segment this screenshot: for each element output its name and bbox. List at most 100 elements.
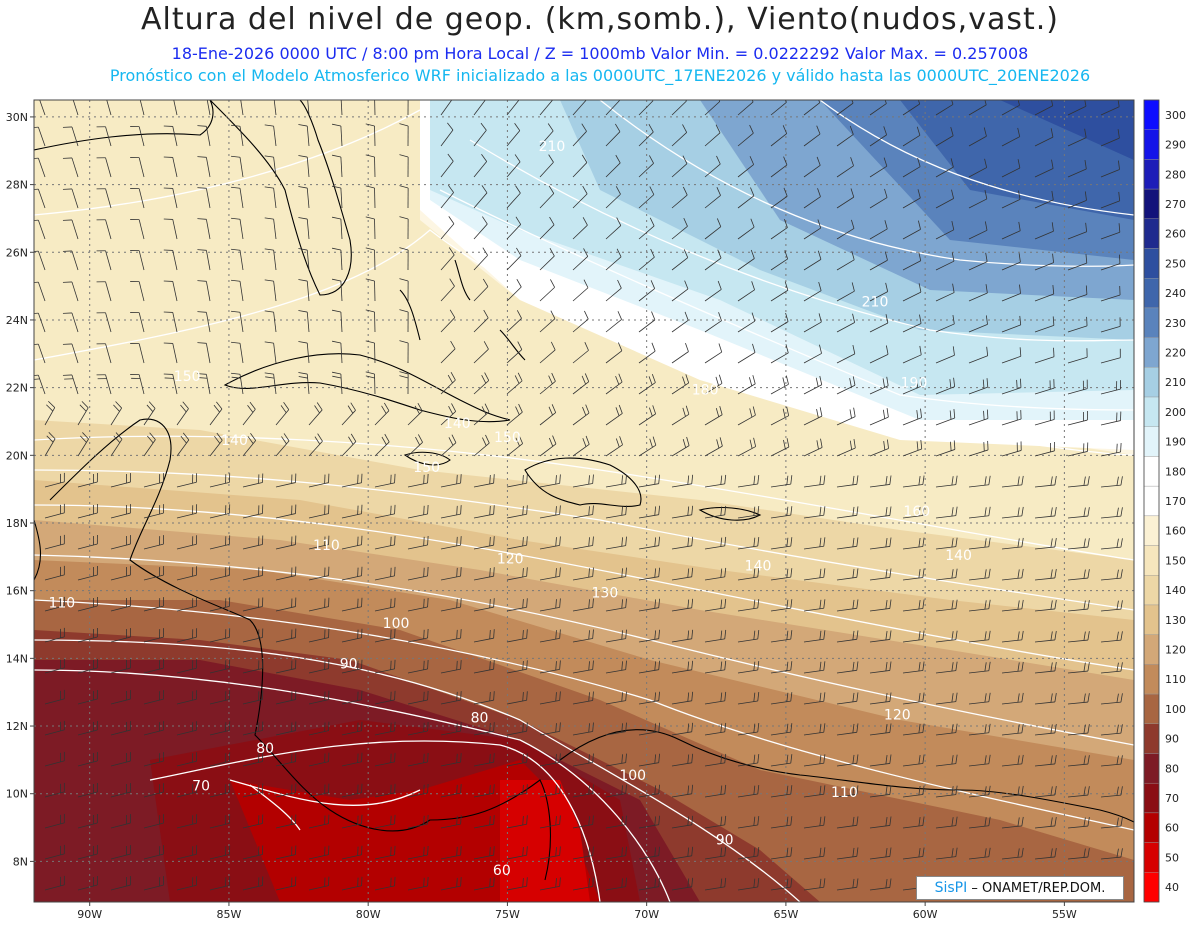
wind-barb-740 <box>506 784 528 798</box>
wind-barb-801 <box>341 845 363 860</box>
wind-barb-131 <box>1100 191 1121 209</box>
wind-barb-2 <box>106 100 112 116</box>
wind-barb-737 <box>407 783 429 798</box>
contour-line-1 <box>34 229 1134 456</box>
wind-barb-145 <box>473 216 488 240</box>
colorbar-label-24: 60 <box>1165 822 1179 835</box>
colorbar-label-14: 160 <box>1165 525 1186 538</box>
wind-barb-255 <box>836 313 855 333</box>
wind-barb-13 <box>473 100 486 116</box>
wind-barb-848 <box>803 878 826 891</box>
contour-line-14 <box>229 779 421 806</box>
wind-barb-58 <box>869 126 888 147</box>
wind-barb-402 <box>242 473 264 488</box>
wind-barb-401 <box>209 473 231 488</box>
wind-barb-473 <box>407 535 429 550</box>
wind-barb-89 <box>803 156 821 178</box>
wind-barb-24 <box>836 100 854 116</box>
wind-barb-254 <box>803 313 822 333</box>
wind-barb-311 <box>506 372 523 395</box>
wind-barb-533 <box>209 597 231 612</box>
wind-barb-9 <box>340 100 343 116</box>
wind-barb-397 <box>77 472 98 488</box>
wind-barb-50 <box>605 123 621 147</box>
wind-barb-660 <box>44 720 65 736</box>
wind-barb-564 <box>143 628 164 643</box>
wind-barb-341 <box>407 402 423 426</box>
wind-barb-720 <box>935 754 958 767</box>
colorbar-swatch-7 <box>1143 307 1160 338</box>
wind-barb-699 <box>242 752 264 767</box>
wind-barb-623 <box>1001 661 1024 674</box>
wind-barb-595 <box>77 658 98 674</box>
wind-barb-119 <box>704 187 721 209</box>
wind-barb-723 <box>1034 754 1057 767</box>
wind-barb-290 <box>902 345 922 364</box>
wind-barb-81 <box>539 154 554 178</box>
wind-barb-610 <box>572 660 594 674</box>
wind-barb-758 <box>1100 786 1123 798</box>
wind-barb-462 <box>44 534 65 550</box>
wind-barb-65 <box>1100 129 1120 147</box>
wind-barb-186 <box>737 249 755 271</box>
wind-barb-349 <box>671 405 690 426</box>
wind-barb-773 <box>506 815 528 829</box>
wind-barb-459 <box>1034 506 1057 519</box>
wind-barb-636 <box>341 690 363 705</box>
wind-barb-166 <box>62 250 79 271</box>
wind-barb-748 <box>770 785 793 798</box>
contour-line-12 <box>34 669 671 902</box>
wind-barb-547 <box>671 598 694 612</box>
wind-barb-140 <box>298 217 310 240</box>
wind-barb-51 <box>638 123 654 147</box>
wind-barb-357 <box>935 409 956 426</box>
wind-barb-732 <box>242 783 264 798</box>
wind-barb-789 <box>1034 816 1057 829</box>
wind-barb-71 <box>197 156 211 178</box>
credit-box: SisPI – ONAMET/REP.DOM. <box>916 876 1124 900</box>
wind-barb-793 <box>77 844 98 860</box>
wind-barb-49 <box>572 123 587 147</box>
wind-barb-726 <box>44 782 65 798</box>
wind-barb-286 <box>770 344 789 364</box>
wind-barb-236 <box>197 311 211 333</box>
wind-barb-840 <box>539 877 561 891</box>
wind-barb-90 <box>836 157 854 178</box>
wind-barb-12 <box>440 100 453 116</box>
wind-barb-223 <box>869 282 889 302</box>
wind-barb-565 <box>176 628 198 643</box>
wind-barb-55 <box>770 125 788 147</box>
colorbar-label-2: 280 <box>1165 168 1186 181</box>
wind-barb-53 <box>704 124 721 147</box>
contour-label-9: 160 <box>903 504 930 520</box>
wind-barb-818 <box>902 847 925 860</box>
wind-barb-31 <box>1067 100 1087 116</box>
wind-barb-29 <box>1001 100 1020 116</box>
lat-tick-label-2: 26N <box>6 246 28 259</box>
wind-barb-225 <box>935 283 955 302</box>
wind-barb-550 <box>770 599 793 612</box>
wind-barb-741 <box>539 784 561 798</box>
wind-barb-559 <box>1067 600 1090 612</box>
wind-barb-395 <box>1100 442 1122 457</box>
wind-barb-80 <box>506 154 521 178</box>
wind-barb-235 <box>163 311 178 333</box>
colorbar-swatch-14 <box>1143 515 1160 546</box>
wind-barb-200 <box>96 281 112 302</box>
wind-barb-700 <box>275 752 297 767</box>
contour-line-0 <box>34 109 421 216</box>
wind-barb-804 <box>440 846 462 860</box>
wind-barb-713 <box>704 753 727 767</box>
coastline-1 <box>34 100 214 151</box>
wind-barb-827 <box>110 876 131 891</box>
wind-barb-798 <box>242 845 264 860</box>
lat-tick-label-4: 22N <box>6 382 28 395</box>
wind-barb-356 <box>902 408 922 426</box>
wind-barb-698 <box>209 752 231 767</box>
wind-barb-787 <box>968 816 991 829</box>
wind-barb-281 <box>605 342 623 364</box>
wind-barb-593 <box>1100 631 1123 643</box>
lon-tick-label-3: 75W <box>495 908 520 921</box>
wind-barb-367 <box>176 432 190 457</box>
wind-barb-718 <box>869 754 892 767</box>
